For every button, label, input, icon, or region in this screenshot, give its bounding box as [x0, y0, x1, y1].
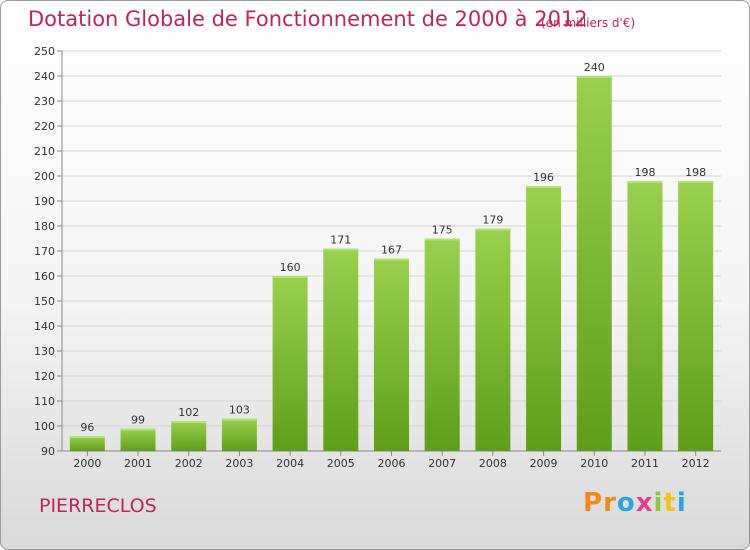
x-tick-label: 2007 — [428, 457, 456, 470]
y-tick-label: 150 — [34, 295, 55, 308]
y-tick-label: 240 — [34, 70, 55, 83]
logo-letter: o — [616, 488, 636, 518]
bar — [678, 181, 714, 451]
y-tick-label: 230 — [34, 95, 55, 108]
chart-subtitle: (en milliers d'€) — [541, 16, 636, 30]
x-tick-label: 2000 — [73, 457, 101, 470]
bar — [272, 276, 308, 451]
bar — [526, 186, 562, 451]
bar — [374, 258, 409, 451]
bar-highlight — [678, 181, 714, 183]
value-label: 160 — [280, 261, 301, 274]
value-label: 99 — [131, 414, 145, 427]
bar-highlight — [272, 276, 308, 278]
bar — [576, 76, 612, 451]
bar — [424, 238, 460, 451]
x-tick-label: 2005 — [327, 457, 355, 470]
value-label: 196 — [533, 171, 554, 184]
y-tick-label: 130 — [34, 345, 55, 358]
logo-letter: x — [635, 488, 654, 518]
bar-highlight — [526, 186, 562, 188]
x-tick-label: 2010 — [580, 457, 608, 470]
y-tick-label: 120 — [34, 370, 55, 383]
y-tick-label: 90 — [41, 445, 55, 458]
y-tick-label: 100 — [34, 420, 55, 433]
y-tick-label: 170 — [34, 245, 55, 258]
value-label: 167 — [381, 244, 402, 257]
value-label: 103 — [229, 404, 250, 417]
x-tick-label: 2009 — [530, 457, 558, 470]
bar — [221, 418, 257, 451]
x-tick-label: 2006 — [378, 457, 406, 470]
x-tick-label: 2008 — [479, 457, 507, 470]
y-tick-label: 210 — [34, 145, 55, 158]
value-label: 175 — [432, 224, 453, 237]
value-label: 179 — [482, 214, 503, 227]
proxiti-logo: Proxiti — [583, 488, 687, 518]
logo-letter: i — [676, 488, 687, 518]
logo-letter: r — [603, 488, 617, 518]
y-tick-label: 160 — [34, 270, 55, 283]
y-tick-label: 110 — [34, 395, 55, 408]
x-tick-label: 2004 — [276, 457, 304, 470]
bar — [120, 428, 156, 451]
x-tick-label: 2011 — [631, 457, 659, 470]
bar-highlight — [323, 248, 359, 251]
y-tick-label: 180 — [34, 220, 55, 233]
logo-letter: P — [583, 488, 604, 518]
bars — [69, 76, 714, 451]
value-label: 198 — [634, 166, 655, 179]
value-label: 96 — [80, 421, 94, 434]
value-label: 198 — [685, 166, 706, 179]
bar — [171, 421, 207, 451]
bar-highlight — [120, 428, 156, 431]
x-tick-label: 2012 — [682, 457, 710, 470]
chart-title: Dotation Globale de Fonctionnement de 20… — [28, 7, 588, 31]
value-label: 102 — [178, 406, 199, 419]
bar — [475, 228, 511, 451]
y-tick-label: 190 — [34, 195, 55, 208]
bar-highlight — [171, 421, 207, 423]
y-tick-label: 200 — [34, 170, 55, 183]
x-tick-label: 2003 — [225, 457, 253, 470]
logo-letter: i — [653, 488, 664, 518]
y-tick-label: 220 — [34, 120, 55, 133]
bar-highlight — [576, 76, 612, 78]
city-name: PIERRECLOS — [39, 495, 157, 517]
value-label: 240 — [584, 61, 605, 74]
x-tick-label: 2002 — [175, 457, 203, 470]
bar-highlight — [424, 238, 460, 241]
bar-highlight — [627, 181, 663, 183]
y-tick-label: 250 — [34, 45, 55, 58]
y-tick-label: 140 — [34, 320, 55, 333]
logo-letter: t — [663, 488, 677, 518]
value-label: 171 — [330, 234, 351, 247]
bar-highlight — [69, 436, 105, 438]
x-tick-label: 2001 — [124, 457, 152, 470]
bar — [323, 248, 359, 451]
bar — [627, 181, 663, 451]
bar-highlight — [221, 418, 257, 421]
bar-highlight — [374, 258, 409, 261]
bar — [69, 436, 105, 451]
bar-highlight — [475, 228, 511, 231]
value-labels: 96 99 102 103 160 171 167 175 179 196 240 198 198 — [80, 61, 706, 434]
